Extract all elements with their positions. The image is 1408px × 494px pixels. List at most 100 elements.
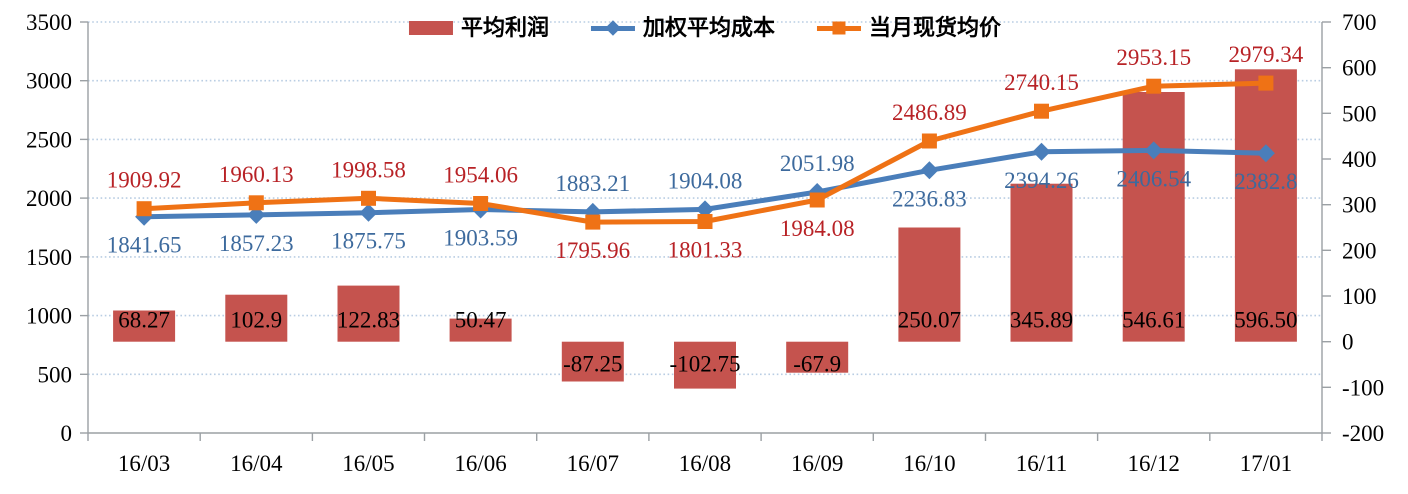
svg-text:700: 700 bbox=[1342, 10, 1377, 35]
bar-data-labels: 68.27 102.9 122.83 50.47 -87.25 -102.75 -67.9 2… bbox=[118, 308, 1297, 377]
bar bbox=[449, 318, 512, 342]
diamond-marker-icon bbox=[696, 200, 714, 219]
bar bbox=[1122, 92, 1185, 342]
diamond-marker-icon bbox=[1144, 141, 1163, 160]
legend-item-avg-profit: 平均利润 bbox=[408, 15, 549, 40]
bar-label: 68.27 bbox=[118, 308, 170, 333]
line-label: 1875.75 bbox=[331, 229, 406, 254]
x-axis-tick-labels: 16/03 16/04 16/05 16/06 16/07 16/08 16/09 16/10… bbox=[118, 451, 1292, 476]
bar-label: 596.50 bbox=[1234, 308, 1297, 333]
svg-text:0: 0 bbox=[1342, 330, 1354, 355]
svg-text:16/10: 16/10 bbox=[903, 451, 955, 476]
line-diamond-swatch-icon bbox=[590, 20, 635, 36]
svg-text:16/12: 16/12 bbox=[1128, 451, 1180, 476]
line-label: 1904.08 bbox=[668, 168, 743, 193]
svg-text:300: 300 bbox=[1342, 193, 1377, 218]
bar bbox=[674, 341, 736, 389]
line-label: 2394.26 bbox=[1004, 168, 1079, 193]
legend-label-weighted-avg-cost: 加权平均成本 bbox=[642, 15, 776, 40]
bar bbox=[1010, 183, 1073, 342]
line-label: 2486.89 bbox=[892, 100, 967, 125]
bar-label: 122.83 bbox=[337, 308, 400, 333]
line-label: 1795.96 bbox=[555, 238, 630, 263]
bar bbox=[337, 285, 400, 342]
svg-text:600: 600 bbox=[1342, 56, 1377, 81]
cost-line-labels: 1841.65 1857.23 1875.75 1903.59 1883.21 1904.… bbox=[107, 151, 1298, 258]
right-axis-tick-labels: 700 600 500 400 300 200 100 0 -100 -200 bbox=[1342, 10, 1384, 446]
legend-item-spot-price: 当月现货均价 bbox=[817, 17, 1001, 39]
bar-label: 50.47 bbox=[455, 308, 507, 333]
line-label: 2979.34 bbox=[1229, 42, 1304, 67]
svg-text:100: 100 bbox=[1342, 284, 1377, 309]
square-marker-icon bbox=[921, 133, 937, 149]
svg-text:200: 200 bbox=[1342, 238, 1377, 263]
svg-text:-200: -200 bbox=[1342, 421, 1384, 446]
line-label: 1883.21 bbox=[555, 171, 630, 196]
svg-text:500: 500 bbox=[38, 362, 73, 387]
square-marker-icon bbox=[697, 214, 713, 229]
bar-series-swatch-icon bbox=[408, 21, 453, 35]
svg-text:16/06: 16/06 bbox=[454, 451, 506, 476]
line-label: 2236.83 bbox=[892, 186, 967, 211]
svg-text:16/09: 16/09 bbox=[791, 451, 843, 476]
bar bbox=[1234, 69, 1297, 342]
line-label: 1954.06 bbox=[443, 163, 518, 188]
legend-label-spot-price: 当月现货均价 bbox=[869, 15, 1002, 40]
bar-label: -87.25 bbox=[563, 352, 622, 377]
svg-text:16/11: 16/11 bbox=[1016, 451, 1068, 476]
diamond-marker-icon bbox=[359, 203, 378, 222]
bar bbox=[113, 310, 176, 342]
line-square-swatch-icon bbox=[817, 21, 862, 35]
svg-text:16/04: 16/04 bbox=[230, 451, 283, 476]
square-marker-icon bbox=[473, 196, 489, 211]
svg-text:400: 400 bbox=[1342, 147, 1377, 172]
svg-text:0: 0 bbox=[61, 421, 73, 446]
svg-text:2500: 2500 bbox=[26, 127, 72, 152]
bar bbox=[898, 227, 961, 342]
bar bbox=[225, 294, 288, 342]
bar bbox=[561, 341, 624, 382]
square-marker-icon bbox=[136, 201, 152, 217]
line-label: 1984.08 bbox=[780, 216, 855, 241]
line-label: 2740.15 bbox=[1004, 70, 1079, 95]
square-marker-icon bbox=[248, 195, 264, 211]
diamond-marker-icon bbox=[1256, 144, 1275, 163]
line-label: 2051.98 bbox=[780, 151, 855, 176]
bar-label: -102.75 bbox=[670, 352, 741, 377]
square-marker-icon bbox=[809, 192, 825, 208]
svg-text:17/01: 17/01 bbox=[1240, 451, 1292, 476]
bar-label: 345.89 bbox=[1010, 308, 1073, 333]
svg-text:2000: 2000 bbox=[26, 186, 72, 211]
line-label: 1841.65 bbox=[107, 233, 182, 258]
bar-label: -67.9 bbox=[793, 352, 841, 377]
legend-item-weighted-avg-cost: 加权平均成本 bbox=[590, 15, 776, 40]
diamond-marker-icon bbox=[247, 205, 266, 224]
svg-text:1500: 1500 bbox=[26, 245, 72, 270]
line-label: 1960.13 bbox=[219, 162, 294, 187]
left-axis-tick-labels: 3500 3000 2500 2000 1500 1000 500 0 bbox=[26, 10, 72, 446]
svg-text:16/03: 16/03 bbox=[118, 451, 170, 476]
square-marker-icon bbox=[1034, 103, 1049, 119]
svg-text:-100: -100 bbox=[1342, 375, 1384, 400]
line-label: 2953.15 bbox=[1116, 45, 1191, 70]
svg-text:16/08: 16/08 bbox=[679, 451, 731, 476]
line-label: 2382.8 bbox=[1234, 169, 1297, 194]
line-label: 1857.23 bbox=[219, 231, 294, 256]
svg-text:500: 500 bbox=[1342, 101, 1377, 126]
axes bbox=[80, 21, 1331, 441]
square-marker-icon bbox=[1258, 75, 1274, 91]
square-marker-icon bbox=[1146, 78, 1162, 94]
svg-text:1000: 1000 bbox=[26, 304, 72, 329]
bar-label: 546.61 bbox=[1122, 308, 1185, 333]
svg-text:3000: 3000 bbox=[26, 69, 72, 94]
bar-label: 102.9 bbox=[230, 308, 282, 333]
spot-line bbox=[136, 75, 1274, 230]
legend-label-avg-profit: 平均利润 bbox=[460, 15, 549, 40]
bar bbox=[786, 341, 849, 373]
spot-line-labels: 1909.92 1960.13 1998.58 1954.06 1795.96 1801.… bbox=[107, 42, 1304, 263]
line-label: 1801.33 bbox=[668, 238, 743, 263]
line-label: 1998.58 bbox=[331, 157, 406, 182]
line-label: 1903.59 bbox=[443, 226, 518, 251]
svg-text:3500: 3500 bbox=[26, 10, 72, 35]
